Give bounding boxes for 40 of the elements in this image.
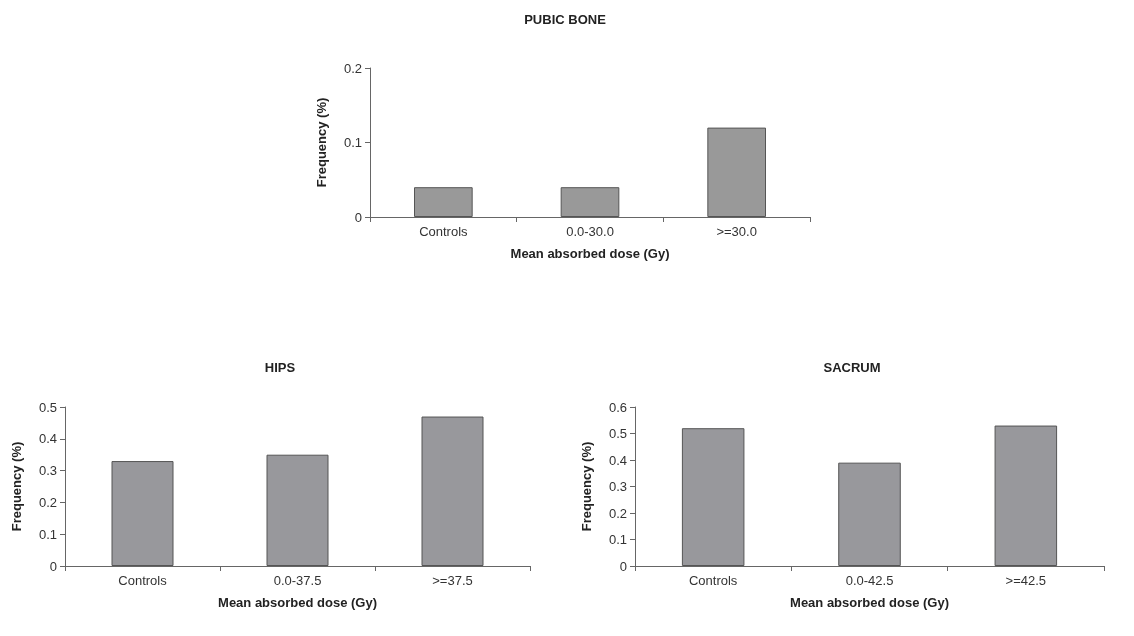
bar [994, 425, 1058, 566]
y-tick-label: 0.2 [343, 60, 362, 76]
x-tick-label: >=42.5 [1005, 573, 1047, 588]
x-tick-label: >=37.5 [432, 573, 473, 588]
x-axis-title: Mean absorbed dose (Gy) [218, 595, 377, 610]
bar [111, 461, 174, 566]
bar [421, 416, 484, 566]
bar [838, 462, 901, 566]
x-tick-label: Controls [118, 573, 168, 588]
x-tick-label: 0.0-30.0 [566, 224, 614, 239]
y-tick-label: 0 [619, 558, 627, 574]
y-tick-label: 0.4 [608, 452, 627, 468]
y-tick-label: 0.1 [38, 526, 57, 542]
y-tick-label: 0.3 [608, 479, 627, 494]
chart-title: SACRUM [823, 360, 881, 375]
y-tick-label: 0 [354, 209, 362, 225]
bar [681, 428, 745, 566]
x-axis-title: Mean absorbed dose (Gy) [790, 595, 949, 610]
x-tick-label: Controls [419, 224, 469, 239]
y-tick-label: 0.1 [343, 135, 362, 150]
y-tick-label: 0.1 [608, 532, 627, 547]
chart-title: PUBIC BONE [524, 12, 607, 27]
x-tick-label: Controls [688, 573, 738, 588]
y-tick-label: 0 [49, 558, 57, 574]
y-tick-label: 0.6 [608, 399, 627, 415]
y-axis-title: Frequency (%) [314, 97, 329, 188]
x-tick-label: 0.0-42.5 [845, 573, 894, 588]
x-tick-label: >=30.0 [716, 224, 757, 239]
y-tick-label: 0.3 [38, 463, 57, 479]
y-tick-label: 0.2 [38, 494, 57, 510]
y-tick-label: 0.4 [38, 431, 57, 447]
y-axis-title: Frequency (%) [579, 441, 594, 532]
y-tick-label: 0.2 [608, 505, 627, 521]
y-tick-label: 0.5 [608, 426, 627, 441]
x-axis-title: Mean absorbed dose (Gy) [510, 246, 670, 261]
y-tick-label: 0.5 [38, 399, 57, 415]
bar [266, 454, 329, 566]
chart-title: HIPS [264, 360, 296, 375]
y-axis-title: Frequency (%) [9, 441, 24, 532]
x-tick-label: 0.0-37.5 [273, 573, 322, 588]
